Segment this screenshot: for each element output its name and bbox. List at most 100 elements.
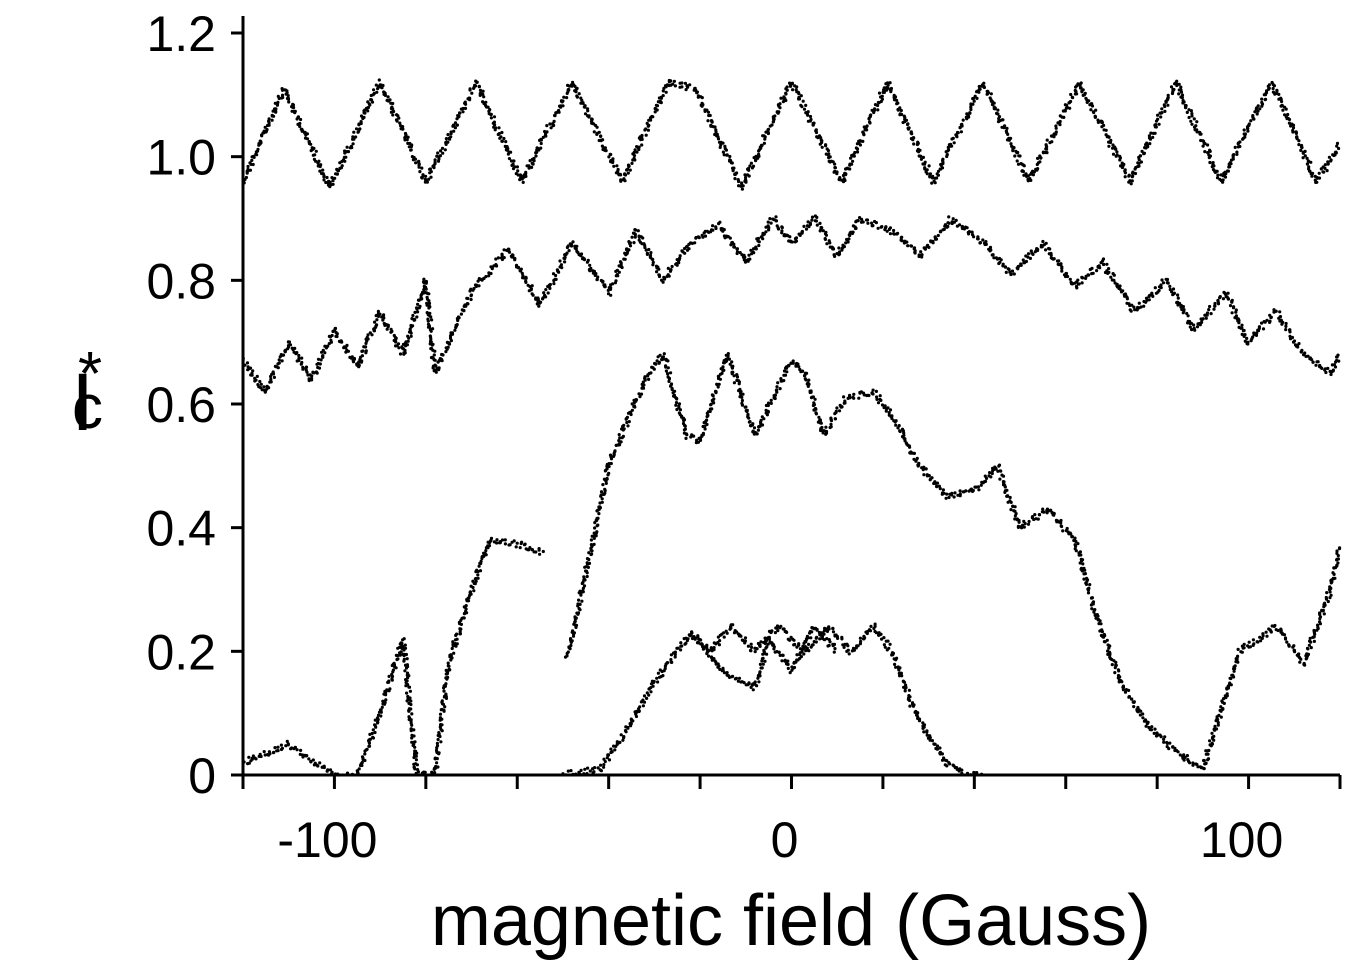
data-point xyxy=(317,159,321,163)
data-point xyxy=(446,133,450,137)
data-point xyxy=(824,230,828,234)
data-point xyxy=(340,164,344,168)
data-point xyxy=(752,247,756,251)
data-point xyxy=(1021,169,1025,174)
data-point xyxy=(904,118,909,122)
data-point xyxy=(415,751,419,755)
data-point xyxy=(392,109,396,114)
data-point xyxy=(749,649,753,653)
data-point xyxy=(1078,86,1083,90)
data-point xyxy=(649,251,653,255)
data-point xyxy=(1131,171,1135,175)
data-point xyxy=(651,263,655,267)
data-point xyxy=(595,530,599,534)
data-point xyxy=(462,308,466,313)
data-point xyxy=(921,155,926,159)
data-point xyxy=(769,398,773,402)
data-point xyxy=(504,140,508,144)
data-point xyxy=(1280,103,1284,107)
data-point xyxy=(1054,124,1058,128)
data-point xyxy=(1162,737,1166,742)
data-point xyxy=(825,242,829,246)
data-point xyxy=(875,397,879,401)
data-point xyxy=(357,360,361,364)
data-point xyxy=(712,646,716,650)
data-point xyxy=(848,233,852,238)
data-point xyxy=(951,136,955,140)
data-point xyxy=(1208,739,1212,743)
data-point xyxy=(317,366,322,370)
data-point xyxy=(703,108,707,112)
data-point xyxy=(630,235,634,239)
data-point xyxy=(1263,320,1267,324)
data-point xyxy=(497,126,501,130)
data-point xyxy=(360,354,364,358)
data-point xyxy=(574,90,578,94)
data-point xyxy=(435,741,439,746)
data-point xyxy=(979,483,983,487)
data-point xyxy=(418,304,422,308)
data-point xyxy=(882,90,887,94)
data-point xyxy=(831,644,835,648)
data-point xyxy=(814,640,818,644)
data-point xyxy=(998,260,1002,264)
data-point xyxy=(1093,114,1097,118)
data-point xyxy=(728,158,732,162)
data-point xyxy=(1033,250,1037,254)
data-point xyxy=(875,395,879,399)
data-point xyxy=(795,653,799,657)
data-point xyxy=(668,269,673,273)
data-point xyxy=(493,123,497,127)
data-point xyxy=(486,105,490,109)
data-point xyxy=(912,451,917,455)
data-point xyxy=(949,142,953,146)
data-point xyxy=(913,251,917,255)
data-point xyxy=(1075,92,1079,96)
data-point xyxy=(1230,300,1234,304)
data-point xyxy=(1294,131,1298,135)
data-point xyxy=(655,676,659,680)
data-point xyxy=(925,172,929,176)
data-point xyxy=(1192,326,1196,330)
data-point xyxy=(639,392,644,396)
data-point xyxy=(888,232,893,236)
data-point xyxy=(645,696,649,701)
data-point xyxy=(1200,320,1204,324)
data-point xyxy=(887,227,892,231)
data-point xyxy=(374,325,378,329)
data-point xyxy=(983,479,988,483)
data-point xyxy=(808,119,813,123)
data-point xyxy=(1076,542,1080,546)
y-tick-label: 0.6 xyxy=(146,377,216,433)
data-point xyxy=(766,127,771,131)
data-point xyxy=(650,115,654,119)
data-point xyxy=(552,282,556,286)
data-point xyxy=(307,379,311,383)
data-point xyxy=(1335,141,1340,145)
data-point xyxy=(1001,262,1005,266)
data-point xyxy=(767,637,772,641)
data-point xyxy=(1258,107,1262,111)
data-point xyxy=(757,152,761,156)
data-point xyxy=(1318,617,1322,621)
data-point xyxy=(284,744,288,748)
data-point xyxy=(1143,146,1147,150)
data-point xyxy=(740,181,744,185)
data-point xyxy=(851,646,856,650)
data-point xyxy=(585,557,590,561)
data-point xyxy=(409,699,413,703)
data-point xyxy=(325,344,329,349)
data-point xyxy=(759,640,763,644)
data-point xyxy=(1323,601,1327,605)
data-point xyxy=(1100,630,1104,634)
data-point xyxy=(935,481,940,485)
data-point xyxy=(644,248,648,252)
data-point xyxy=(922,162,927,166)
data-point xyxy=(1093,608,1097,612)
data-point xyxy=(439,149,443,153)
data-point xyxy=(1024,172,1028,176)
data-point xyxy=(711,399,715,404)
data-point xyxy=(425,295,429,299)
data-point xyxy=(1013,505,1017,509)
data-point xyxy=(1292,644,1296,648)
